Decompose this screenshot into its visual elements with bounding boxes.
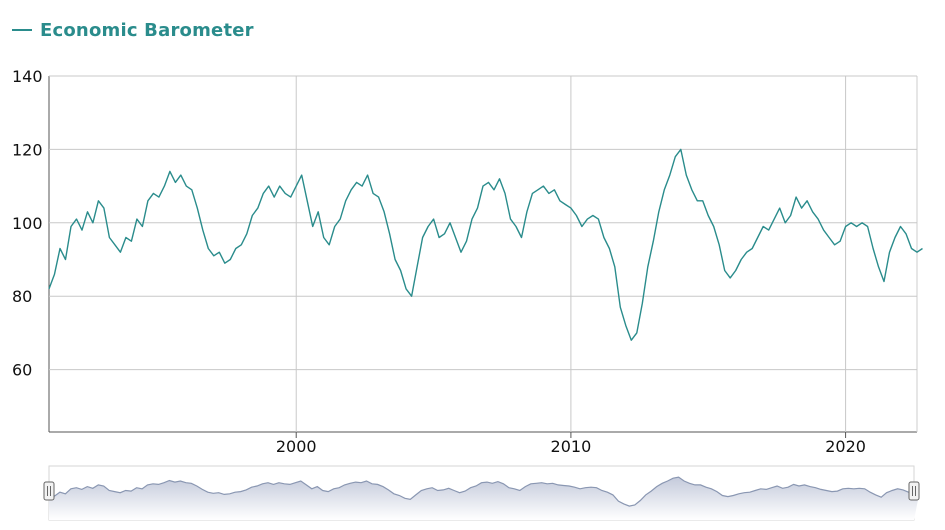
series-line-economic-barometer <box>48 148 923 341</box>
legend-swatch <box>12 29 32 31</box>
y-tick-label: 120 <box>12 140 43 159</box>
navigator-line <box>48 476 920 507</box>
navigator-left-handle[interactable] <box>43 481 55 501</box>
legend[interactable]: Economic Barometer <box>12 18 254 42</box>
navigator-right-handle[interactable] <box>908 481 920 501</box>
y-tick-label: 100 <box>12 214 43 233</box>
x-tick-label: 2000 <box>276 437 317 456</box>
y-tick-label: 140 <box>12 67 43 86</box>
navigator-area <box>49 477 920 520</box>
x-tick-label: 2010 <box>551 437 592 456</box>
y-tick-label: 80 <box>12 287 32 306</box>
legend-series-label: Economic Barometer <box>40 19 254 41</box>
y-tick-label: 60 <box>12 361 32 380</box>
x-tick-label: 2020 <box>825 437 866 456</box>
